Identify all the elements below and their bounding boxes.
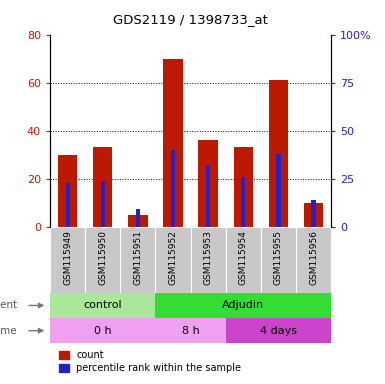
Bar — [241, 177, 245, 227]
Bar — [50, 293, 156, 318]
Text: time: time — [0, 326, 18, 336]
Bar — [296, 227, 331, 293]
Text: 8 h: 8 h — [182, 326, 199, 336]
Text: agent: agent — [0, 300, 18, 310]
Text: GSM115953: GSM115953 — [204, 230, 213, 285]
Bar — [100, 180, 105, 227]
Text: GSM115956: GSM115956 — [309, 230, 318, 285]
Bar — [136, 209, 140, 227]
Text: GSM115951: GSM115951 — [133, 230, 142, 285]
Bar — [156, 318, 226, 343]
Text: GDS2119 / 1398733_at: GDS2119 / 1398733_at — [113, 13, 268, 26]
Bar — [226, 318, 331, 343]
Text: GSM115949: GSM115949 — [63, 230, 72, 285]
Text: 0 h: 0 h — [94, 326, 112, 336]
Bar — [85, 227, 120, 293]
Bar — [50, 318, 156, 343]
Bar — [156, 227, 191, 293]
Bar — [261, 227, 296, 293]
Text: GSM115952: GSM115952 — [169, 230, 177, 285]
Text: control: control — [84, 300, 122, 310]
Bar — [163, 59, 182, 227]
Bar — [206, 165, 210, 227]
Bar — [50, 227, 85, 293]
Bar — [93, 147, 112, 227]
Bar — [311, 200, 316, 227]
Text: GSM115954: GSM115954 — [239, 230, 248, 285]
Text: GSM115950: GSM115950 — [98, 230, 107, 285]
Bar — [171, 150, 175, 227]
Text: Adjudin: Adjudin — [222, 300, 264, 310]
Bar — [234, 147, 253, 227]
Bar — [121, 227, 156, 293]
Bar — [199, 140, 218, 227]
Bar — [226, 227, 261, 293]
Bar — [276, 154, 281, 227]
Bar — [65, 182, 70, 227]
Bar — [269, 80, 288, 227]
Bar — [128, 215, 147, 227]
Bar — [156, 293, 331, 318]
Text: 4 days: 4 days — [260, 326, 297, 336]
Bar — [191, 227, 226, 293]
Legend: count, percentile rank within the sample: count, percentile rank within the sample — [55, 346, 245, 377]
Text: GSM115955: GSM115955 — [274, 230, 283, 285]
Bar — [304, 203, 323, 227]
Bar — [58, 155, 77, 227]
